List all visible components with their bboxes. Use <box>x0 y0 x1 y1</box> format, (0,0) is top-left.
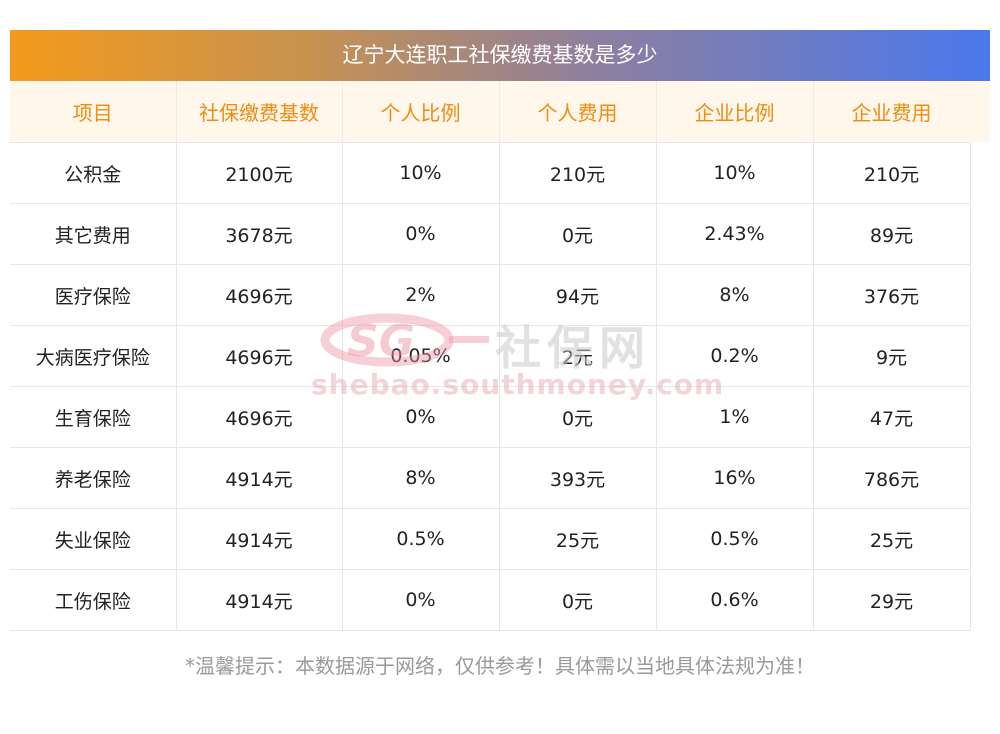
table-cell: 生育保险 <box>10 386 177 448</box>
table-cell: 8% <box>656 264 814 326</box>
table-cell: 0% <box>342 203 500 265</box>
table-cell: 2.43% <box>656 203 814 265</box>
table-cell: 376元 <box>813 264 971 326</box>
table-header-row: 项目 社保缴费基数 个人比例 个人费用 企业比例 企业费用 <box>10 81 971 143</box>
table-cell: 25元 <box>499 508 657 570</box>
table-row: 医疗保险 4696元 2% 94元 8% 376元 <box>10 264 971 326</box>
table-cell: 210元 <box>499 142 657 204</box>
table-cell: 4696元 <box>176 325 343 387</box>
footer-note: *温馨提示：本数据源于网络，仅供参考！具体需以当地具体法规为准！ <box>185 654 815 678</box>
table-cell: 4696元 <box>176 386 343 448</box>
table-cell: 89元 <box>813 203 971 265</box>
table-cell: 0.6% <box>656 569 814 631</box>
column-header-personal-rate: 个人比例 <box>342 81 500 143</box>
insurance-table-card: 辽宁大连职工社保缴费基数是多少 项目 社保缴费基数 个人比例 个人费用 企业比例… <box>10 30 990 631</box>
table-cell: 0元 <box>499 569 657 631</box>
table-cell: 2100元 <box>176 142 343 204</box>
insurance-table: 项目 社保缴费基数 个人比例 个人费用 企业比例 企业费用 公积金 2100元 10… <box>10 81 971 631</box>
table-cell: 16% <box>656 447 814 509</box>
table-cell: 393元 <box>499 447 657 509</box>
table-cell: 1% <box>656 386 814 448</box>
table-cell: 47元 <box>813 386 971 448</box>
table-cell: 25元 <box>813 508 971 570</box>
table-cell: 大病医疗保险 <box>10 325 177 387</box>
table-title: 辽宁大连职工社保缴费基数是多少 <box>10 30 990 81</box>
table-row: 养老保险 4914元 8% 393元 16% 786元 <box>10 447 971 509</box>
table-cell: 8% <box>342 447 500 509</box>
table-body: 公积金 2100元 10% 210元 10% 210元 其它费用 3678元 0% 0元 2.43%… <box>10 142 971 631</box>
table-cell: 0元 <box>499 203 657 265</box>
column-header-personal-fee: 个人费用 <box>499 81 657 143</box>
table-cell: 29元 <box>813 569 971 631</box>
table-cell: 4914元 <box>176 569 343 631</box>
table-cell: 10% <box>342 142 500 204</box>
table-cell: 4696元 <box>176 264 343 326</box>
table-cell: 工伤保险 <box>10 569 177 631</box>
table-cell: 0元 <box>499 386 657 448</box>
table-cell: 失业保险 <box>10 508 177 570</box>
table-cell: 94元 <box>499 264 657 326</box>
table-row: 工伤保险 4914元 0% 0元 0.6% 29元 <box>10 569 971 631</box>
table-cell: 养老保险 <box>10 447 177 509</box>
table-cell: 0.5% <box>656 508 814 570</box>
table-row: 失业保险 4914元 0.5% 25元 0.5% 25元 <box>10 508 971 570</box>
table-cell: 4914元 <box>176 447 343 509</box>
table-cell: 其它费用 <box>10 203 177 265</box>
column-header-company-rate: 企业比例 <box>656 81 814 143</box>
table-cell: 2% <box>342 264 500 326</box>
table-cell: 786元 <box>813 447 971 509</box>
header-strip-decoration <box>970 81 990 142</box>
table-cell: 0.2% <box>656 325 814 387</box>
table-row: 大病医疗保险 4696元 0.05% 2元 0.2% 9元 <box>10 325 971 387</box>
table-cell: 0.05% <box>342 325 500 387</box>
column-header-company-fee: 企业费用 <box>813 81 971 143</box>
table-cell: 9元 <box>813 325 971 387</box>
column-header-item: 项目 <box>10 81 177 143</box>
table-cell: 医疗保险 <box>10 264 177 326</box>
table-cell: 公积金 <box>10 142 177 204</box>
table-cell: 10% <box>656 142 814 204</box>
table-cell: 0% <box>342 569 500 631</box>
table-cell: 3678元 <box>176 203 343 265</box>
table-cell: 210元 <box>813 142 971 204</box>
table-row: 其它费用 3678元 0% 0元 2.43% 89元 <box>10 203 971 265</box>
table-cell: 0.5% <box>342 508 500 570</box>
table-row: 公积金 2100元 10% 210元 10% 210元 <box>10 142 971 204</box>
column-header-base: 社保缴费基数 <box>176 81 343 143</box>
table-cell: 0% <box>342 386 500 448</box>
table-row: 生育保险 4696元 0% 0元 1% 47元 <box>10 386 971 448</box>
table-cell: 2元 <box>499 325 657 387</box>
table-cell: 4914元 <box>176 508 343 570</box>
